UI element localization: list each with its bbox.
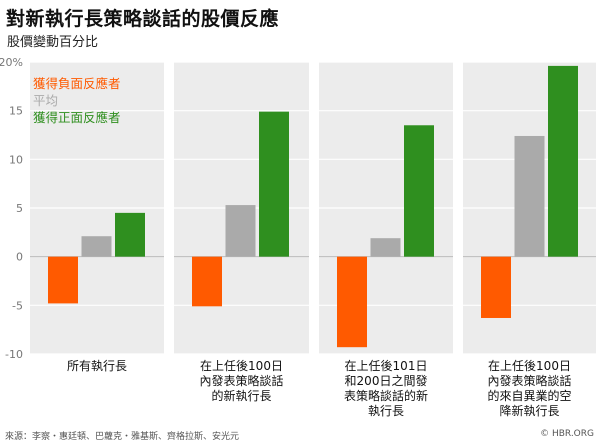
y-tick-label: 5 <box>16 202 23 215</box>
bar-1-3 <box>337 256 367 348</box>
category-label: 表策略談話的新 <box>344 388 428 403</box>
bar-3-3 <box>404 125 434 257</box>
y-tick-label: 20% <box>0 56 23 69</box>
bar-2-1 <box>81 236 112 257</box>
category-label: 內發表策略談話 <box>199 373 283 388</box>
y-tick-label: 15 <box>9 105 23 118</box>
credit-note: © HBR.ORG <box>540 429 594 439</box>
bar-1-2 <box>192 256 222 307</box>
category-label: 在上任後101日 <box>345 359 428 373</box>
category-label: 在上任後100日 <box>200 359 283 373</box>
chart-subtitle: 股價變動百分比 <box>7 35 99 50</box>
category-label: 的來自異業的空 <box>487 388 571 403</box>
y-tick-label: 0 <box>16 251 23 264</box>
category-label: 所有執行長 <box>67 359 127 373</box>
y-tick-label: 10 <box>9 153 23 166</box>
y-tick-label: -5 <box>12 299 23 312</box>
category-label: 執行長 <box>368 404 404 418</box>
chart-title: 對新執行長策略談話的股價反應 <box>6 8 280 30</box>
bar-3-1 <box>115 212 145 257</box>
bar-2-2 <box>225 205 256 257</box>
bar-1-4 <box>481 256 511 318</box>
bar-1-1 <box>48 256 78 304</box>
bar-3-4 <box>548 65 578 257</box>
bar-2-4 <box>514 135 545 257</box>
source-note: 來源：李察・惠廷頓、巴蘿克・雅基斯、齊格拉斯、安光元 <box>5 432 240 442</box>
bar-2-3 <box>370 238 401 257</box>
category-label: 和200日之間發 <box>345 373 428 388</box>
category-label: 在上任後100日 <box>488 359 571 373</box>
legend-entry: 獲得正面反應者 <box>33 110 121 125</box>
legend-entry: 平均 <box>33 93 58 108</box>
category-label: 降新執行長 <box>499 403 559 418</box>
bar-3-2 <box>259 111 289 257</box>
y-tick-label: -10 <box>5 348 23 361</box>
category-label: 的新執行長 <box>211 388 271 403</box>
category-label: 內發表策略談話 <box>487 373 571 388</box>
legend-entry: 獲得負面反應者 <box>33 76 121 91</box>
